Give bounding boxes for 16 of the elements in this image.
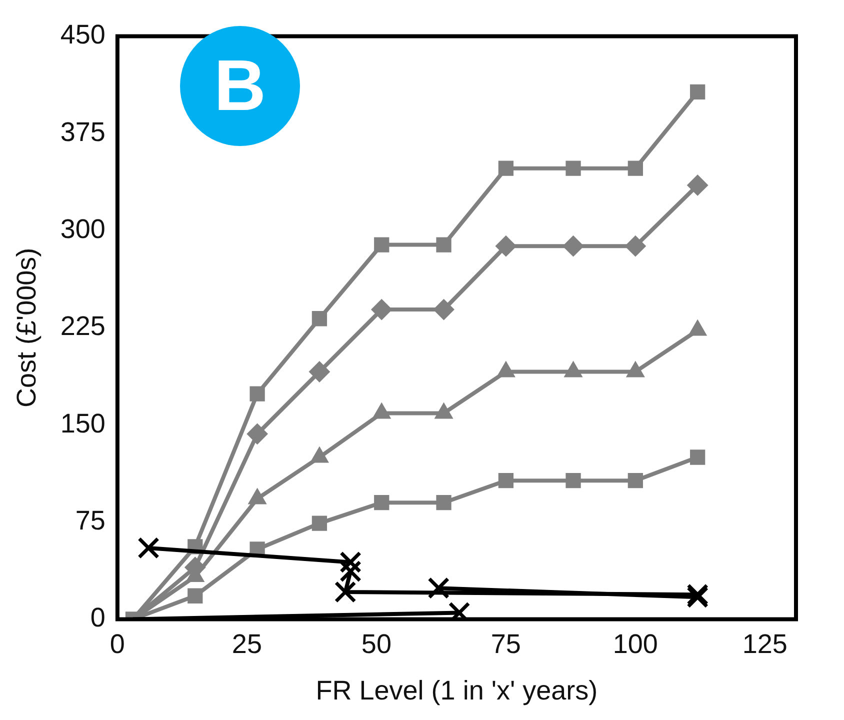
y-tick-label: 150 [60,408,106,438]
x-tick-label: 100 [612,628,658,659]
x-tick-label: 0 [110,628,125,659]
x-tick-label: 50 [361,628,392,659]
y-tick-label: 0 [90,602,106,633]
y-tick-label: 225 [60,311,106,342]
y-axis-title: Cost (£'000s) [12,248,42,408]
x-tick-label: 25 [232,628,262,659]
y-tick-label: 450 [60,20,106,50]
y-tick-label: 300 [60,214,106,244]
x-tick-label: 75 [490,628,521,659]
x-tick-label: 125 [742,628,788,659]
y-tick-label: 75 [75,505,106,536]
x-axis-title: FR Level (1 in 'x' years) [316,675,598,706]
y-tick-label: 375 [60,116,106,147]
circle-badge: B [180,26,300,146]
